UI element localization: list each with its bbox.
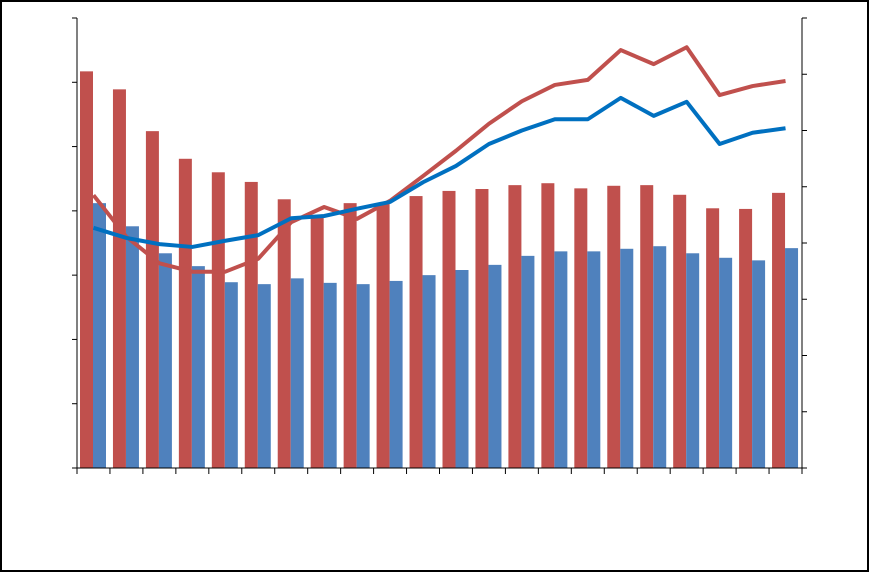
line: [91, 45, 786, 274]
bar: [706, 208, 720, 469]
bar: [323, 282, 337, 468]
bar: [455, 270, 469, 468]
bar: [653, 246, 667, 468]
bar: [376, 203, 390, 468]
bar: [640, 185, 654, 468]
bar: [541, 183, 555, 468]
bar: [442, 190, 456, 468]
bar: [673, 194, 687, 469]
bar: [422, 275, 436, 468]
bar: [145, 131, 159, 468]
bar: [607, 185, 621, 469]
bar: [224, 282, 238, 468]
line: [92, 95, 786, 249]
bar: [574, 188, 588, 468]
bar: [80, 71, 93, 468]
bar: [211, 172, 225, 469]
bar: [93, 203, 106, 468]
bar: [785, 248, 799, 468]
bar: [158, 253, 172, 468]
bar: [772, 192, 786, 468]
bar: [475, 189, 489, 468]
bar: [686, 253, 700, 468]
bar: [739, 208, 753, 468]
bar: [508, 185, 522, 468]
bar: [244, 181, 258, 468]
bar: [620, 248, 634, 468]
bar: [277, 199, 291, 469]
bar: [389, 280, 403, 468]
bar: [752, 260, 766, 468]
bar: [554, 251, 568, 468]
bar: [343, 203, 357, 468]
bar: [356, 284, 370, 468]
bar: [409, 196, 423, 469]
bar: [178, 158, 192, 469]
bar: [290, 278, 304, 468]
bar: [112, 89, 126, 468]
bar: [521, 255, 535, 468]
bar: [310, 215, 324, 468]
bar: [587, 251, 601, 468]
bar: [488, 264, 502, 468]
bar: [191, 266, 205, 468]
bar: [257, 284, 271, 468]
bar: [719, 257, 733, 468]
bar: [125, 226, 139, 468]
